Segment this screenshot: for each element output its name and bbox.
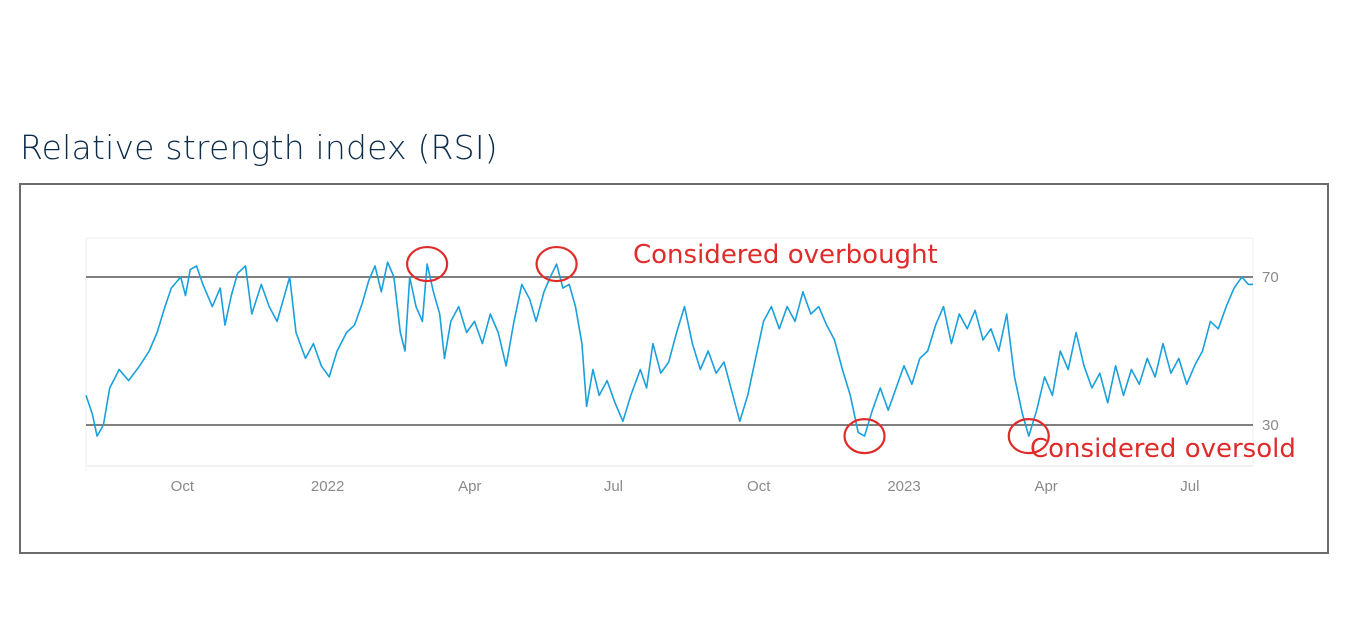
y-tick-label: 30 — [1262, 417, 1279, 434]
x-tick-label: Oct — [171, 478, 195, 495]
overbought-annotation: Considered overbought — [633, 240, 938, 270]
x-tick-label: Apr — [458, 478, 481, 495]
x-tick-label: 2022 — [311, 478, 344, 495]
highlight-circle — [1007, 418, 1050, 455]
chart-frame: 30 70 Oct 2022 Apr Jul Oct 2023 Apr Jul Consider… — [19, 183, 1329, 554]
y-tick-label: 70 — [1262, 269, 1279, 286]
rsi-chart: 30 70 Oct 2022 Apr Jul Oct 2023 Apr Jul Consider… — [85, 237, 1296, 495]
highlight-circle — [535, 245, 578, 283]
page-title: Relative strength index (RSI) — [20, 128, 498, 167]
x-tick-label: Oct — [747, 478, 771, 495]
rsi-series-line — [85, 261, 1253, 437]
x-tick-label: Jul — [604, 478, 623, 495]
highlight-circle — [843, 418, 886, 455]
x-tick-label: 2023 — [887, 478, 920, 495]
x-tick-label: Jul — [1180, 478, 1199, 495]
x-tick-label: Apr — [1034, 478, 1057, 495]
oversold-annotation: Considered oversold — [1030, 434, 1296, 464]
highlight-circle — [405, 245, 449, 283]
